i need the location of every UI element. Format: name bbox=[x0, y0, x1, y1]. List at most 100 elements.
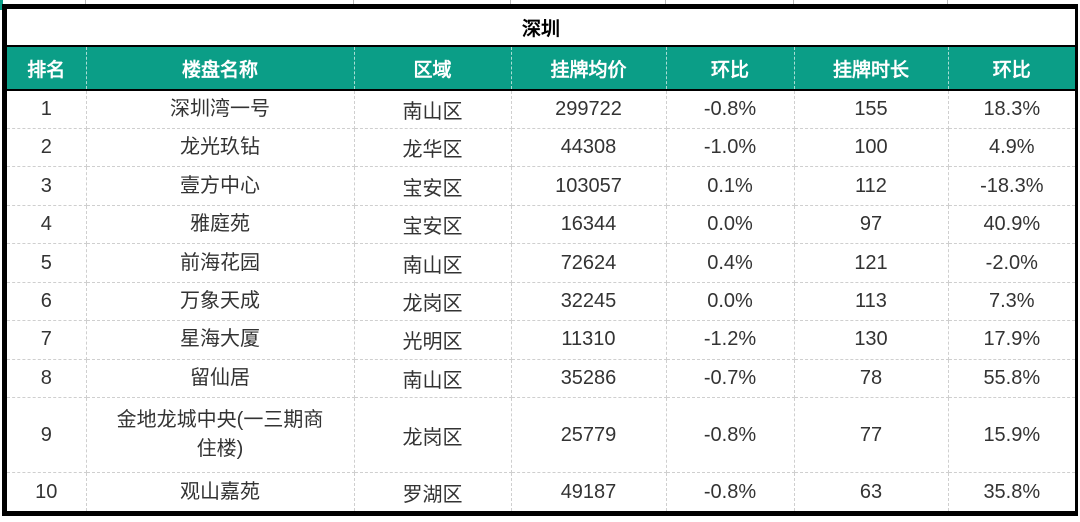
gridline-remnant bbox=[665, 0, 666, 4]
cell-listing-days: 121 bbox=[794, 243, 949, 283]
table-row: 7 星海大厦 光明区 11310 -1.2% 130 17.9% bbox=[7, 320, 1076, 360]
cell-avg-price: 35286 bbox=[511, 359, 667, 399]
cell-days-mom: 55.8% bbox=[948, 359, 1076, 399]
corner-artifact bbox=[0, 0, 3, 10]
cell-name: 龙光玖钻 bbox=[86, 128, 355, 168]
cell-district: 龙岗区 bbox=[354, 282, 512, 322]
cell-rank: 3 bbox=[7, 166, 87, 206]
cell-price-mom: -1.0% bbox=[666, 128, 795, 168]
cell-name: 星海大厦 bbox=[86, 320, 355, 360]
cell-listing-days: 100 bbox=[794, 128, 949, 168]
cell-name: 深圳湾一号 bbox=[86, 90, 355, 129]
cell-name: 前海花园 bbox=[86, 243, 355, 283]
cell-rank: 7 bbox=[7, 320, 87, 360]
cell-avg-price: 32245 bbox=[511, 282, 667, 322]
cell-district: 宝安区 bbox=[354, 205, 512, 245]
cell-days-mom: -18.3% bbox=[948, 166, 1076, 206]
cell-price-mom: -0.8% bbox=[666, 397, 795, 473]
cell-name: 留仙居 bbox=[86, 359, 355, 399]
column-header-avg-price: 挂牌均价 bbox=[511, 46, 667, 91]
cell-district: 南山区 bbox=[354, 243, 512, 283]
cell-days-mom: 35.8% bbox=[948, 472, 1076, 511]
table-row: 3 壹方中心 宝安区 103057 0.1% 112 -18.3% bbox=[7, 166, 1076, 206]
cell-rank: 10 bbox=[7, 472, 87, 511]
cell-days-mom: 40.9% bbox=[948, 205, 1076, 245]
cell-district: 南山区 bbox=[354, 359, 512, 399]
cell-avg-price: 103057 bbox=[511, 166, 667, 206]
gridline-remnant bbox=[793, 0, 794, 4]
table-row: 8 留仙居 南山区 35286 -0.7% 78 55.8% bbox=[7, 359, 1076, 399]
cell-price-mom: 0.4% bbox=[666, 243, 795, 283]
cell-price-mom: -1.2% bbox=[666, 320, 795, 360]
table-row: 2 龙光玖钻 龙华区 44308 -1.0% 100 4.9% bbox=[7, 128, 1076, 168]
cell-name: 万象天成 bbox=[86, 282, 355, 322]
cell-rank: 2 bbox=[7, 128, 87, 168]
cell-days-mom: 18.3% bbox=[948, 90, 1076, 129]
cell-district: 宝安区 bbox=[354, 166, 512, 206]
cell-days-mom: 7.3% bbox=[948, 282, 1076, 322]
table-row: 10 观山嘉苑 罗湖区 49187 -0.8% 63 35.8% bbox=[7, 472, 1076, 511]
cell-name: 壹方中心 bbox=[86, 166, 355, 206]
gridline-remnant bbox=[85, 0, 86, 4]
cell-name: 雅庭苑 bbox=[86, 205, 355, 245]
cell-name: 观山嘉苑 bbox=[86, 472, 355, 511]
cell-days-mom: 15.9% bbox=[948, 397, 1076, 473]
cell-listing-days: 78 bbox=[794, 359, 949, 399]
table-row: 6 万象天成 龙岗区 32245 0.0% 113 7.3% bbox=[7, 282, 1076, 322]
cell-price-mom: 0.0% bbox=[666, 205, 795, 245]
cell-listing-days: 130 bbox=[794, 320, 949, 360]
column-header-listing-days: 挂牌时长 bbox=[794, 46, 949, 91]
column-header-district: 区域 bbox=[354, 46, 512, 91]
table-body: 1 深圳湾一号 南山区 299722 -0.8% 155 18.3% 2 龙光玖钻 龙华区 4430… bbox=[7, 90, 1076, 511]
cell-listing-days: 155 bbox=[794, 90, 949, 129]
cell-avg-price: 16344 bbox=[511, 205, 667, 245]
cell-days-mom: 17.9% bbox=[948, 320, 1076, 360]
table-row: 5 前海花园 南山区 72624 0.4% 121 -2.0% bbox=[7, 243, 1076, 283]
table-title-row: 深圳 bbox=[7, 9, 1076, 47]
cell-listing-days: 97 bbox=[794, 205, 949, 245]
cell-days-mom: 4.9% bbox=[948, 128, 1076, 168]
table-row: 4 雅庭苑 宝安区 16344 0.0% 97 40.9% bbox=[7, 205, 1076, 245]
cell-district: 罗湖区 bbox=[354, 472, 512, 511]
cell-avg-price: 72624 bbox=[511, 243, 667, 283]
table-header-row: 排名 楼盘名称 区域 挂牌均价 环比 挂牌时长 环比 bbox=[7, 46, 1076, 91]
column-header-days-mom: 环比 bbox=[948, 46, 1076, 91]
cell-name: 金地龙城中央(一三期商住楼) bbox=[86, 397, 355, 473]
gridline-remnant bbox=[947, 0, 948, 4]
cell-price-mom: -0.8% bbox=[666, 90, 795, 129]
price-table-container: 深圳 排名 楼盘名称 区域 挂牌均价 环比 挂牌时长 环比 1 深圳湾一号 南山区 2… bbox=[2, 4, 1078, 516]
column-header-price-mom: 环比 bbox=[666, 46, 795, 91]
table-row: 9 金地龙城中央(一三期商住楼) 龙岗区 25779 -0.8% 77 15.9% bbox=[7, 397, 1076, 473]
cell-avg-price: 11310 bbox=[511, 320, 667, 360]
cell-rank: 5 bbox=[7, 243, 87, 283]
cell-listing-days: 63 bbox=[794, 472, 949, 511]
cell-price-mom: 0.1% bbox=[666, 166, 795, 206]
table-row: 1 深圳湾一号 南山区 299722 -0.8% 155 18.3% bbox=[7, 90, 1076, 129]
price-table: 深圳 排名 楼盘名称 区域 挂牌均价 环比 挂牌时长 环比 1 深圳湾一号 南山区 2… bbox=[7, 9, 1076, 511]
cell-district: 南山区 bbox=[354, 90, 512, 129]
cell-avg-price: 49187 bbox=[511, 472, 667, 511]
gridline-remnant bbox=[510, 0, 511, 4]
cell-avg-price: 25779 bbox=[511, 397, 667, 473]
cell-listing-days: 113 bbox=[794, 282, 949, 322]
cell-avg-price: 299722 bbox=[511, 90, 667, 129]
cell-price-mom: 0.0% bbox=[666, 282, 795, 322]
cell-listing-days: 112 bbox=[794, 166, 949, 206]
cell-rank: 1 bbox=[7, 90, 87, 129]
column-header-name: 楼盘名称 bbox=[86, 46, 355, 91]
cell-rank: 9 bbox=[7, 397, 87, 473]
cell-days-mom: -2.0% bbox=[948, 243, 1076, 283]
gridline-remnant bbox=[353, 0, 354, 4]
cell-district: 龙岗区 bbox=[354, 397, 512, 473]
cell-listing-days: 77 bbox=[794, 397, 949, 473]
cell-price-mom: -0.7% bbox=[666, 359, 795, 399]
column-header-rank: 排名 bbox=[7, 46, 87, 91]
table-title: 深圳 bbox=[7, 9, 1076, 47]
cell-rank: 4 bbox=[7, 205, 87, 245]
cell-avg-price: 44308 bbox=[511, 128, 667, 168]
cell-rank: 8 bbox=[7, 359, 87, 399]
cell-district: 光明区 bbox=[354, 320, 512, 360]
cell-district: 龙华区 bbox=[354, 128, 512, 168]
cropped-row-remnant bbox=[0, 0, 1080, 4]
cell-price-mom: -0.8% bbox=[666, 472, 795, 511]
